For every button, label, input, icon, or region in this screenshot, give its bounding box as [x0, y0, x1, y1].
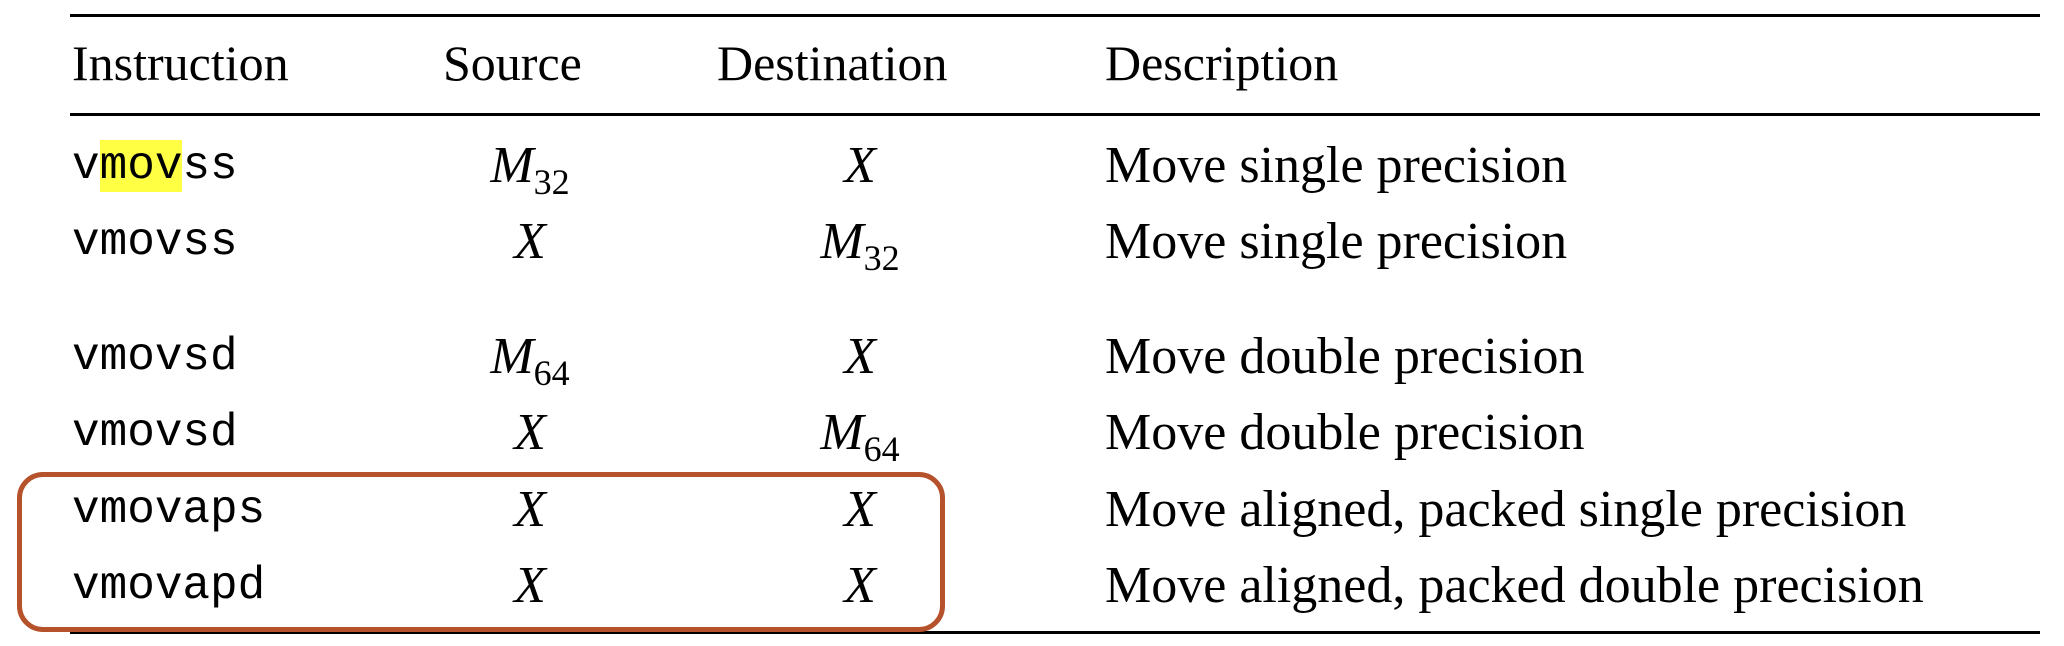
table-row-instruction: vmovsd [72, 331, 238, 383]
table-row-instruction: vmovss [72, 216, 238, 268]
header-destination: Destination [717, 35, 948, 91]
table-row-description: Move double precision [1105, 404, 1585, 461]
table-row-destination: M32 [820, 213, 900, 278]
table-row-description: Move aligned, packed single precision [1105, 481, 1907, 538]
header-source: Source [443, 35, 582, 91]
table-row-source: X [514, 213, 546, 270]
table-row-source: X [514, 557, 546, 614]
table-row-source: M64 [490, 328, 570, 393]
table-row-description: Move double precision [1105, 328, 1585, 385]
table-header-rule [70, 113, 2040, 116]
table-row-instruction: vmovss [72, 140, 238, 192]
instruction-suffix: ss [182, 140, 238, 192]
table-row-destination: X [844, 328, 876, 385]
table-row-destination: M64 [820, 404, 900, 469]
table-row-destination: X [844, 137, 876, 194]
table-row-instruction: vmovaps [72, 484, 266, 536]
table-row-source: M32 [490, 137, 570, 202]
highlight-callout-box [17, 472, 945, 632]
table-row-source: X [514, 404, 546, 461]
table-row-description: Move aligned, packed double precision [1105, 557, 1924, 614]
table-row-instruction: vmovsd [72, 407, 238, 459]
table-bottom-rule [70, 631, 2040, 634]
table-row-destination: X [844, 557, 876, 614]
table-top-rule [70, 14, 2040, 17]
table-row-source: X [514, 481, 546, 538]
instruction-prefix: v [72, 140, 100, 192]
instruction-highlight: mov [99, 140, 183, 192]
header-instruction: Instruction [72, 35, 289, 91]
table-row-description: Move single precision [1105, 213, 1568, 270]
header-description: Description [1105, 35, 1339, 91]
table-row-destination: X [844, 481, 876, 538]
table-row-description: Move single precision [1105, 137, 1568, 194]
table-row-instruction: vmovapd [72, 560, 266, 612]
